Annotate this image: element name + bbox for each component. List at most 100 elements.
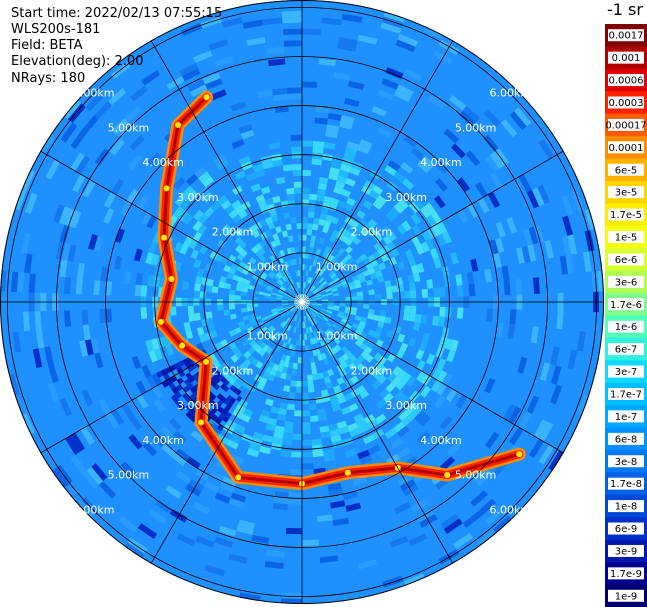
data-cell xyxy=(367,116,383,128)
azimuth-spoke xyxy=(40,150,303,303)
data-cell xyxy=(175,448,190,462)
data-cell xyxy=(246,303,253,308)
data-cell xyxy=(270,442,282,451)
data-cell xyxy=(585,271,594,293)
data-cell xyxy=(445,388,458,403)
data-cell xyxy=(393,202,405,214)
data-cell xyxy=(230,101,247,112)
data-cell xyxy=(385,211,396,222)
data-cell xyxy=(75,278,83,295)
data-cell xyxy=(389,206,401,218)
data-cell xyxy=(357,559,378,570)
data-cell xyxy=(272,436,283,445)
data-cell xyxy=(413,197,425,210)
data-cell xyxy=(330,285,338,291)
data-cell xyxy=(317,354,323,362)
data-cell xyxy=(503,403,517,422)
data-cell xyxy=(304,302,311,304)
data-cell xyxy=(107,113,125,131)
data-cell xyxy=(282,295,289,299)
colorbar-label-box xyxy=(608,298,644,311)
data-cell xyxy=(436,358,447,371)
data-cell xyxy=(174,398,182,407)
data-cell xyxy=(408,313,416,322)
data-cell xyxy=(297,282,301,289)
data-cell xyxy=(341,318,348,324)
data-cell xyxy=(337,356,346,365)
data-cell xyxy=(217,195,228,206)
data-cell xyxy=(237,519,255,530)
data-cell xyxy=(309,326,313,333)
data-cell xyxy=(251,358,259,366)
data-cell xyxy=(280,372,287,380)
data-cell xyxy=(308,247,314,254)
data-cell xyxy=(310,312,315,319)
data-cell xyxy=(252,303,259,308)
data-cell xyxy=(424,202,436,215)
data-cell xyxy=(288,295,295,299)
data-cell xyxy=(444,338,454,351)
data-cell xyxy=(328,327,335,334)
data-cell xyxy=(264,320,271,327)
data-cell xyxy=(333,71,351,81)
data-cell xyxy=(311,286,316,292)
data-cell xyxy=(322,448,335,457)
data-cell xyxy=(219,275,227,283)
data-cell xyxy=(279,249,286,257)
ring-label: 6.00km xyxy=(73,503,115,516)
data-cell xyxy=(512,133,529,153)
data-cell xyxy=(39,132,56,154)
data-cell xyxy=(243,279,251,285)
data-cell xyxy=(128,415,143,431)
data-cell xyxy=(349,519,367,530)
colorbar-label-box xyxy=(608,51,644,64)
data-cell xyxy=(133,497,152,514)
data-cell xyxy=(287,299,294,302)
data-cell xyxy=(59,187,73,207)
data-cell xyxy=(88,353,98,371)
data-cell xyxy=(245,172,257,182)
data-cell xyxy=(337,42,357,52)
data-cell xyxy=(206,317,214,326)
data-cell xyxy=(314,117,328,125)
data-cell xyxy=(336,420,348,429)
data-cell xyxy=(151,372,163,386)
data-cell xyxy=(218,281,226,289)
data-cell xyxy=(173,177,186,190)
data-cell xyxy=(270,298,277,302)
data-cell xyxy=(249,317,257,323)
data-cell xyxy=(230,354,239,363)
data-cell xyxy=(81,115,99,134)
data-cell xyxy=(533,419,548,439)
data-cell xyxy=(226,439,239,450)
data-cell xyxy=(70,454,87,475)
data-cell xyxy=(218,374,225,381)
data-cell xyxy=(461,173,476,189)
data-cell xyxy=(89,441,106,460)
colorbar-label: 1e-6 xyxy=(615,322,638,333)
data-cell xyxy=(306,308,312,314)
data-cell xyxy=(355,339,363,348)
data-cell xyxy=(387,372,397,383)
data-cell xyxy=(333,337,341,345)
data-cell xyxy=(500,118,518,138)
data-cell xyxy=(242,19,264,29)
data-cell xyxy=(331,216,339,225)
data-cell xyxy=(561,195,574,216)
data-cell xyxy=(281,586,302,594)
azimuth-spoke xyxy=(301,40,454,303)
data-cell xyxy=(235,245,244,254)
data-cell xyxy=(193,209,204,221)
data-cell xyxy=(291,451,302,458)
data-cell xyxy=(194,283,201,292)
data-cell xyxy=(16,272,25,293)
data-cell xyxy=(350,307,358,312)
data-cell xyxy=(103,364,114,381)
data-cell xyxy=(10,271,19,293)
data-cell xyxy=(384,427,397,440)
data-cell xyxy=(318,327,325,335)
data-cell xyxy=(302,539,320,547)
data-cell xyxy=(287,93,302,100)
data-cell xyxy=(317,372,324,380)
data-cell xyxy=(267,222,275,230)
